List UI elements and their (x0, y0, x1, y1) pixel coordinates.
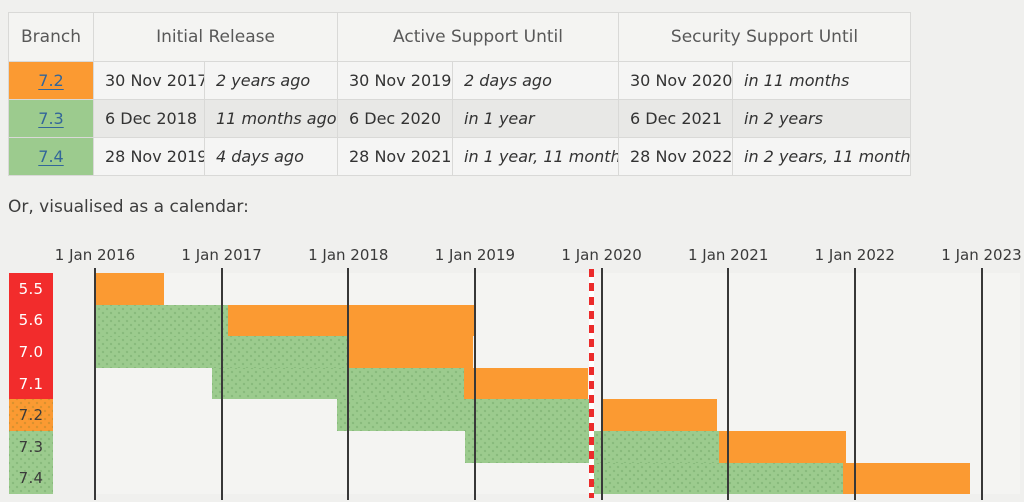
active-until-date: 6 Dec 2020 (337, 99, 453, 138)
chart-branch-label-7.3: 7.3 (9, 431, 53, 463)
initial-release-date: 30 Nov 2017 (93, 61, 205, 100)
year-tick-label: 1 Jan 2020 (561, 246, 642, 264)
year-gridline-2022 (853, 268, 856, 500)
table-row: 7.3 6 Dec 2018 11 months ago 6 Dec 2020 … (8, 99, 911, 138)
security-until-relative: in 2 years, 11 months (732, 137, 911, 176)
branch-label-text: 7.0 (18, 342, 44, 361)
security-until-relative: in 2 years (732, 99, 911, 138)
branch-link-7.3[interactable]: 7.3 (38, 109, 64, 128)
bar-7.1-active (212, 367, 464, 400)
year-tick-label: 1 Jan 2019 (434, 246, 516, 264)
header-branch: Branch (8, 12, 94, 62)
active-until-relative: in 1 year (452, 99, 619, 138)
bar-7.1-security (463, 367, 588, 400)
initial-release-relative: 2 years ago (204, 61, 338, 100)
chart-branch-label-5.6: 5.6 (9, 304, 53, 337)
table-header-row: Branch Initial Release Active Support Un… (8, 12, 911, 62)
chart-branch-label-7.4: 7.4 (9, 462, 53, 495)
branch-label-text: 7.3 (18, 437, 44, 456)
branch-link-7.2[interactable]: 7.2 (38, 71, 64, 90)
security-until-date: 28 Nov 2022 (618, 137, 733, 176)
branch-label-text: 5.6 (18, 311, 44, 330)
initial-release-relative: 4 days ago (204, 137, 338, 176)
year-tick-label: 1 Jan 2017 (181, 246, 262, 264)
year-tick-label: 1 Jan 2023 (941, 246, 1022, 264)
bar-5.6-security (228, 304, 475, 337)
branch-cell-7.3: 7.3 (8, 99, 94, 138)
bar-7.0-security (348, 336, 473, 368)
header-security-support: Security Support Until (618, 12, 911, 62)
year-tick-label: 1 Jan 2021 (687, 246, 769, 264)
active-until-date: 28 Nov 2021 (337, 137, 453, 176)
bar-7.4-security (843, 462, 970, 495)
chart-branch-label-7.1: 7.1 (9, 367, 53, 400)
branch-label-text: 5.5 (18, 279, 44, 298)
year-gridline-2018 (347, 268, 350, 500)
bar-5.6-active (95, 304, 228, 337)
year-tick-label: 1 Jan 2016 (54, 246, 136, 264)
chart-branch-label-5.5: 5.5 (9, 273, 53, 305)
chart-branch-label-7.2: 7.2 (9, 399, 53, 431)
branch-link-7.4[interactable]: 7.4 (38, 147, 64, 166)
year-gridline-2021 (727, 268, 730, 500)
active-until-date: 30 Nov 2019 (337, 61, 453, 100)
year-gridline-2023 (980, 268, 983, 500)
bar-7.2-security (601, 399, 717, 431)
support-table: Branch Initial Release Active Support Un… (8, 12, 911, 176)
initial-release-relative: 11 months ago (204, 99, 338, 138)
initial-release-date: 6 Dec 2018 (93, 99, 205, 138)
year-tick-label: 1 Jan 2018 (308, 246, 389, 264)
table-row: 7.4 28 Nov 2019 4 days ago 28 Nov 2021 i… (8, 137, 911, 176)
active-until-relative: in 1 year, 11 months (452, 137, 619, 176)
active-until-relative: 2 days ago (452, 61, 619, 100)
branch-label-text: 7.2 (18, 406, 44, 425)
year-tick-label: 1 Jan 2022 (814, 246, 895, 264)
branch-label-text: 7.1 (18, 374, 44, 393)
bar-7.2-active (337, 399, 590, 431)
branch-cell-7.2: 7.2 (8, 61, 94, 100)
security-until-relative: in 11 months (732, 61, 911, 100)
initial-release-date: 28 Nov 2019 (93, 137, 205, 176)
year-gridline-2016 (94, 268, 96, 500)
year-gridline-2019 (473, 268, 476, 500)
bar-7.4-active (589, 462, 844, 495)
branch-label-text: 7.4 (18, 469, 44, 488)
bar-5.5-security (95, 273, 164, 305)
today-marker-line (588, 269, 594, 498)
branch-cell-7.4: 7.4 (8, 137, 94, 176)
year-gridline-2020 (600, 268, 603, 500)
calendar-caption: Or, visualised as a calendar: (8, 197, 249, 217)
chart-branch-label-7.0: 7.0 (9, 336, 53, 368)
bar-7.3-security (719, 431, 846, 463)
table-row: 7.2 30 Nov 2017 2 years ago 30 Nov 2019 … (8, 61, 911, 100)
security-until-date: 30 Nov 2020 (618, 61, 733, 100)
year-gridline-2017 (220, 268, 223, 500)
